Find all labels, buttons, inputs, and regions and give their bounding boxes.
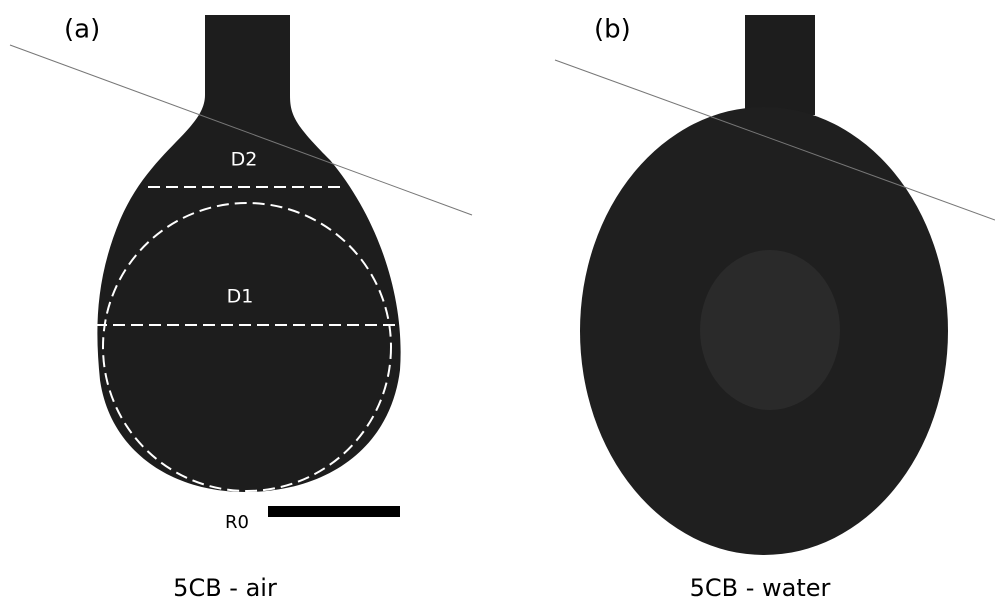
page: (a) D2 D1 R0 5CB - air (b) 5CB - water (… bbox=[0, 0, 995, 604]
needle bbox=[745, 15, 815, 115]
panel-b: (b) 5CB - water bbox=[555, 15, 995, 603]
caption: 5CB - air bbox=[173, 574, 277, 602]
figure: (a) D2 D1 R0 5CB - air (b) 5CB - water bbox=[0, 0, 995, 604]
annotation: D1 bbox=[227, 286, 254, 308]
panel-label: (b) bbox=[594, 15, 631, 45]
pendant-drop bbox=[97, 15, 400, 492]
annotation: R0 bbox=[225, 512, 249, 533]
annotation: D2 bbox=[231, 149, 258, 171]
panel-label: (a) bbox=[64, 15, 100, 45]
panel-a: (a) D2 D1 R0 5CB - air bbox=[10, 15, 472, 603]
scale-bar bbox=[268, 506, 400, 517]
caption: 5CB - water bbox=[690, 574, 831, 602]
drop-highlight bbox=[700, 250, 840, 410]
